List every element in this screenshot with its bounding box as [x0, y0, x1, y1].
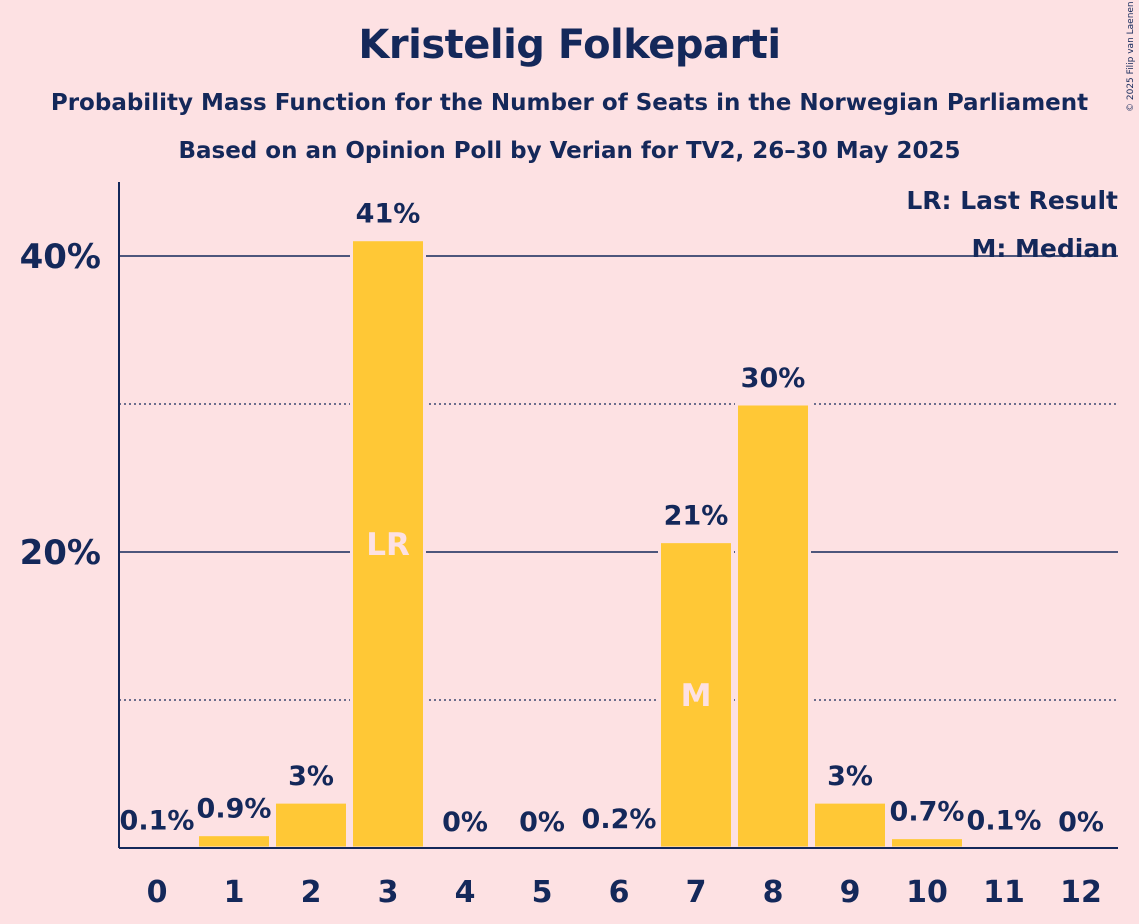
y-tick-label: 40%	[20, 237, 101, 277]
y-tick-label: 20%	[20, 533, 101, 573]
x-tick-label: 1	[224, 875, 245, 910]
bar	[273, 800, 349, 850]
bars	[119, 238, 1042, 850]
bar-value-label: 0%	[519, 807, 565, 838]
bar	[812, 800, 888, 850]
bar	[658, 540, 734, 850]
chart-subtitle-method: Probability Mass Function for the Number…	[50, 90, 1089, 116]
bar-marker-label: M	[681, 678, 712, 714]
legend: LR: Last Result M: Median	[906, 186, 1118, 263]
bar-marker-label: LR	[366, 527, 410, 563]
bar-value-label: 0%	[1058, 807, 1104, 838]
x-tick-label: 0	[147, 875, 168, 910]
x-tick-label: 9	[840, 875, 861, 910]
bar-value-label: 0.1%	[967, 806, 1042, 837]
bar	[889, 836, 965, 850]
x-tick-label: 4	[455, 875, 476, 910]
chart-subtitle-poll: Based on an Opinion Poll by Verian for T…	[178, 138, 961, 164]
x-tick-label: 5	[532, 875, 553, 910]
bar-value-label: 0%	[442, 807, 488, 838]
bar-value-label: 30%	[741, 363, 806, 394]
bar	[196, 833, 272, 850]
x-tick-label: 8	[763, 875, 784, 910]
x-tick-label: 10	[906, 875, 948, 910]
bar-value-label: 0.7%	[890, 797, 965, 828]
x-tick-label: 11	[983, 875, 1025, 910]
x-tick-label: 6	[609, 875, 630, 910]
bar-value-label: 0.1%	[120, 806, 195, 837]
legend-item: LR: Last Result	[906, 186, 1118, 215]
chart-title: Kristelig Folkeparti	[358, 22, 781, 68]
legend-item: M: Median	[971, 234, 1118, 263]
bar-value-label: 3%	[827, 761, 873, 792]
bar-value-label: 3%	[288, 761, 334, 792]
axes: 20%40%0 1 2 3 4 5 6 7 8 9 10 11 12	[20, 182, 1118, 910]
bar-value-label: 0.9%	[197, 794, 272, 825]
gridlines	[119, 255, 1118, 701]
bar-value-label: 0.2%	[582, 804, 657, 835]
x-tick-label: 12	[1060, 875, 1102, 910]
bar-value-label: 21%	[664, 501, 729, 532]
labels: 0.1% 0.9%3%41%0% 0% 0.2%21%30%3%0.7% 0.1% 0%L…	[120, 199, 1104, 838]
bar	[735, 402, 811, 850]
bar-value-label: 41%	[356, 199, 421, 230]
x-tick-label: 2	[301, 875, 322, 910]
x-tick-label: 7	[686, 875, 707, 910]
x-tick-label: 3	[378, 875, 399, 910]
